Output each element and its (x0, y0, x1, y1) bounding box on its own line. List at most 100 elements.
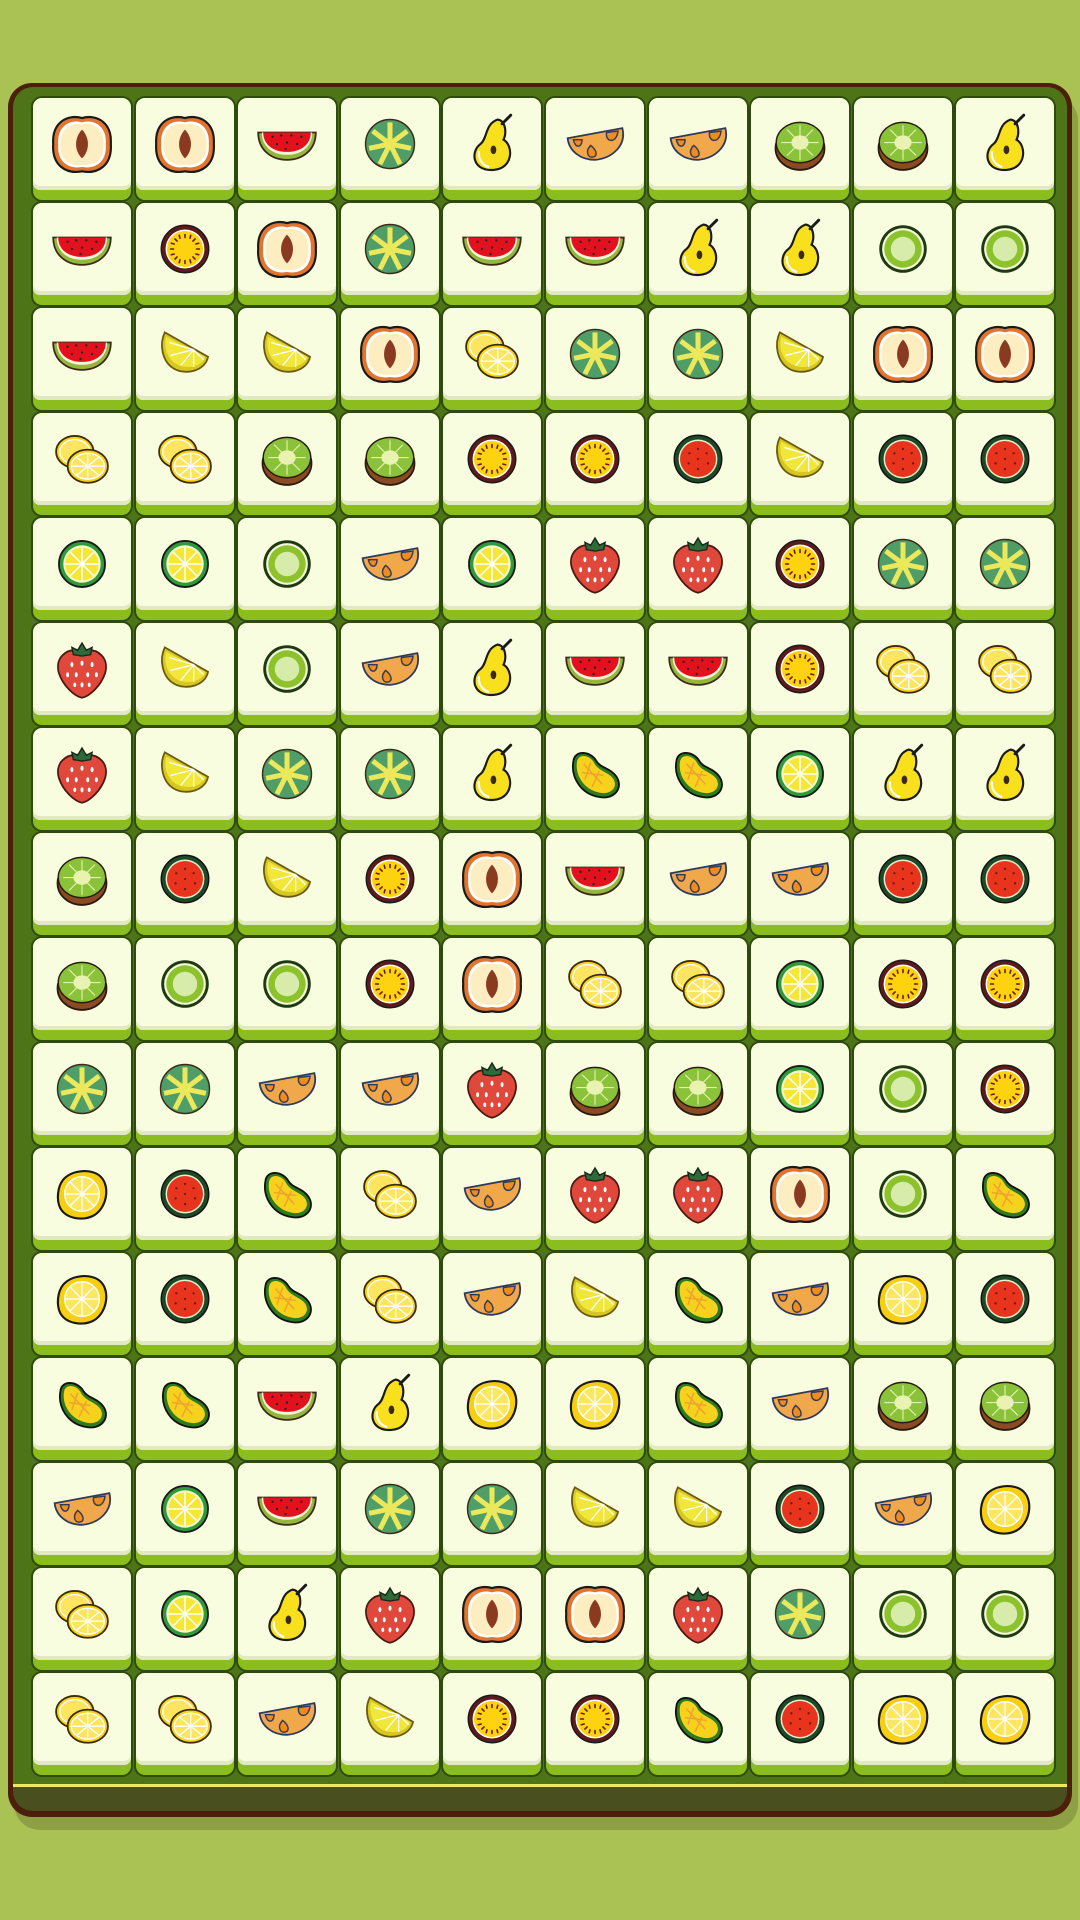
tile-passion-fruit[interactable] (546, 1673, 644, 1775)
tile-lime-wheel[interactable] (751, 1043, 850, 1145)
tile-lime-wheel[interactable] (135, 518, 234, 620)
tile-watermelon-round[interactable] (751, 1673, 850, 1775)
tile-lemon[interactable] (33, 1148, 131, 1250)
tile-kiwi-half[interactable] (853, 98, 952, 200)
tile-green-wheel[interactable] (135, 1043, 234, 1145)
tile-lemon-slices[interactable] (33, 413, 131, 515)
tile-lemon-wedge[interactable] (546, 1463, 644, 1565)
tile-green-wheel[interactable] (238, 728, 337, 830)
tile-pear[interactable] (956, 98, 1055, 200)
tile-lemon-slices[interactable] (443, 308, 542, 410)
tile-orange-wedge[interactable] (340, 623, 439, 725)
tile-lemon-slices[interactable] (340, 1148, 439, 1250)
tile-watermelon-round[interactable] (751, 1463, 850, 1565)
tile-green-wheel[interactable] (853, 518, 952, 620)
tile-green-wheel[interactable] (648, 308, 747, 410)
tile-mango[interactable] (956, 1148, 1055, 1250)
tile-pear[interactable] (751, 203, 850, 305)
tile-kiwi-ring[interactable] (853, 203, 952, 305)
tile-lemon[interactable] (956, 1463, 1055, 1565)
tile-kiwi-half[interactable] (853, 1358, 952, 1460)
tile-orange-wedge[interactable] (546, 98, 644, 200)
tile-green-wheel[interactable] (340, 1463, 439, 1565)
tile-kiwi-ring[interactable] (956, 1568, 1055, 1670)
tile-watermelon-round[interactable] (648, 413, 747, 515)
tile-lemon[interactable] (853, 1673, 952, 1775)
tile-orange-wedge[interactable] (443, 1253, 542, 1355)
tile-peach[interactable] (135, 98, 234, 200)
tile-lemon-slices[interactable] (135, 1673, 234, 1775)
tile-kiwi-ring[interactable] (135, 938, 234, 1040)
tile-peach[interactable] (751, 1148, 850, 1250)
tile-orange-wedge[interactable] (340, 518, 439, 620)
tile-kiwi-half[interactable] (751, 98, 850, 200)
tile-lemon-slices[interactable] (956, 623, 1055, 725)
tile-lemon-slices[interactable] (135, 413, 234, 515)
tile-peach[interactable] (546, 1568, 644, 1670)
tile-kiwi-ring[interactable] (238, 623, 337, 725)
tile-lemon-slices[interactable] (648, 938, 747, 1040)
tile-orange-wedge[interactable] (443, 1148, 542, 1250)
tile-mango[interactable] (33, 1358, 131, 1460)
tile-peach[interactable] (443, 938, 542, 1040)
tile-watermelon-round[interactable] (135, 1253, 234, 1355)
tile-strawberry[interactable] (546, 1148, 644, 1250)
tile-pear[interactable] (956, 728, 1055, 830)
tile-strawberry[interactable] (33, 623, 131, 725)
tile-lemon-wedge[interactable] (340, 1673, 439, 1775)
tile-pear[interactable] (443, 728, 542, 830)
tile-watermelon-round[interactable] (135, 833, 234, 935)
tile-lime-wheel[interactable] (135, 1568, 234, 1670)
tile-orange-wedge[interactable] (340, 1043, 439, 1145)
tile-kiwi-half[interactable] (33, 938, 131, 1040)
tile-mango[interactable] (648, 1253, 747, 1355)
tile-green-wheel[interactable] (340, 98, 439, 200)
tile-lime-wheel[interactable] (443, 518, 542, 620)
tile-lemon-wedge[interactable] (546, 1253, 644, 1355)
tile-orange-wedge[interactable] (751, 1253, 850, 1355)
tile-pear[interactable] (853, 728, 952, 830)
tile-lemon-wedge[interactable] (238, 833, 337, 935)
tile-watermelon-slice[interactable] (33, 203, 131, 305)
tile-pear[interactable] (340, 1358, 439, 1460)
tile-lemon-slices[interactable] (546, 938, 644, 1040)
tile-watermelon-round[interactable] (853, 413, 952, 515)
tile-kiwi-half[interactable] (956, 1358, 1055, 1460)
tile-watermelon-slice[interactable] (238, 98, 337, 200)
tile-orange-wedge[interactable] (853, 1463, 952, 1565)
tile-lemon[interactable] (546, 1358, 644, 1460)
tile-lemon[interactable] (33, 1253, 131, 1355)
tile-mango[interactable] (238, 1253, 337, 1355)
tile-lemon-slices[interactable] (33, 1568, 131, 1670)
tile-lemon-wedge[interactable] (751, 413, 850, 515)
tile-lemon[interactable] (443, 1358, 542, 1460)
tile-kiwi-half[interactable] (238, 413, 337, 515)
tile-strawberry[interactable] (340, 1568, 439, 1670)
tile-watermelon-slice[interactable] (546, 203, 644, 305)
tile-watermelon-round[interactable] (956, 1253, 1055, 1355)
tile-peach[interactable] (853, 308, 952, 410)
tile-watermelon-slice[interactable] (33, 308, 131, 410)
tile-kiwi-ring[interactable] (853, 1043, 952, 1145)
tile-lemon-slices[interactable] (853, 623, 952, 725)
tile-watermelon-slice[interactable] (546, 623, 644, 725)
tile-peach[interactable] (956, 308, 1055, 410)
tile-passion-fruit[interactable] (443, 1673, 542, 1775)
tile-lemon-slices[interactable] (340, 1253, 439, 1355)
tile-orange-wedge[interactable] (238, 1673, 337, 1775)
tile-watermelon-slice[interactable] (546, 833, 644, 935)
tile-passion-fruit[interactable] (340, 938, 439, 1040)
tile-orange-wedge[interactable] (751, 833, 850, 935)
tile-lemon-wedge[interactable] (751, 308, 850, 410)
tile-peach[interactable] (443, 833, 542, 935)
tile-mango[interactable] (238, 1148, 337, 1250)
tile-watermelon-slice[interactable] (238, 1463, 337, 1565)
tile-mango[interactable] (648, 728, 747, 830)
tile-strawberry[interactable] (546, 518, 644, 620)
tile-orange-wedge[interactable] (648, 98, 747, 200)
tile-strawberry[interactable] (648, 1148, 747, 1250)
tile-lime-wheel[interactable] (33, 518, 131, 620)
tile-watermelon-round[interactable] (853, 833, 952, 935)
tile-orange-wedge[interactable] (33, 1463, 131, 1565)
tile-strawberry[interactable] (648, 1568, 747, 1670)
